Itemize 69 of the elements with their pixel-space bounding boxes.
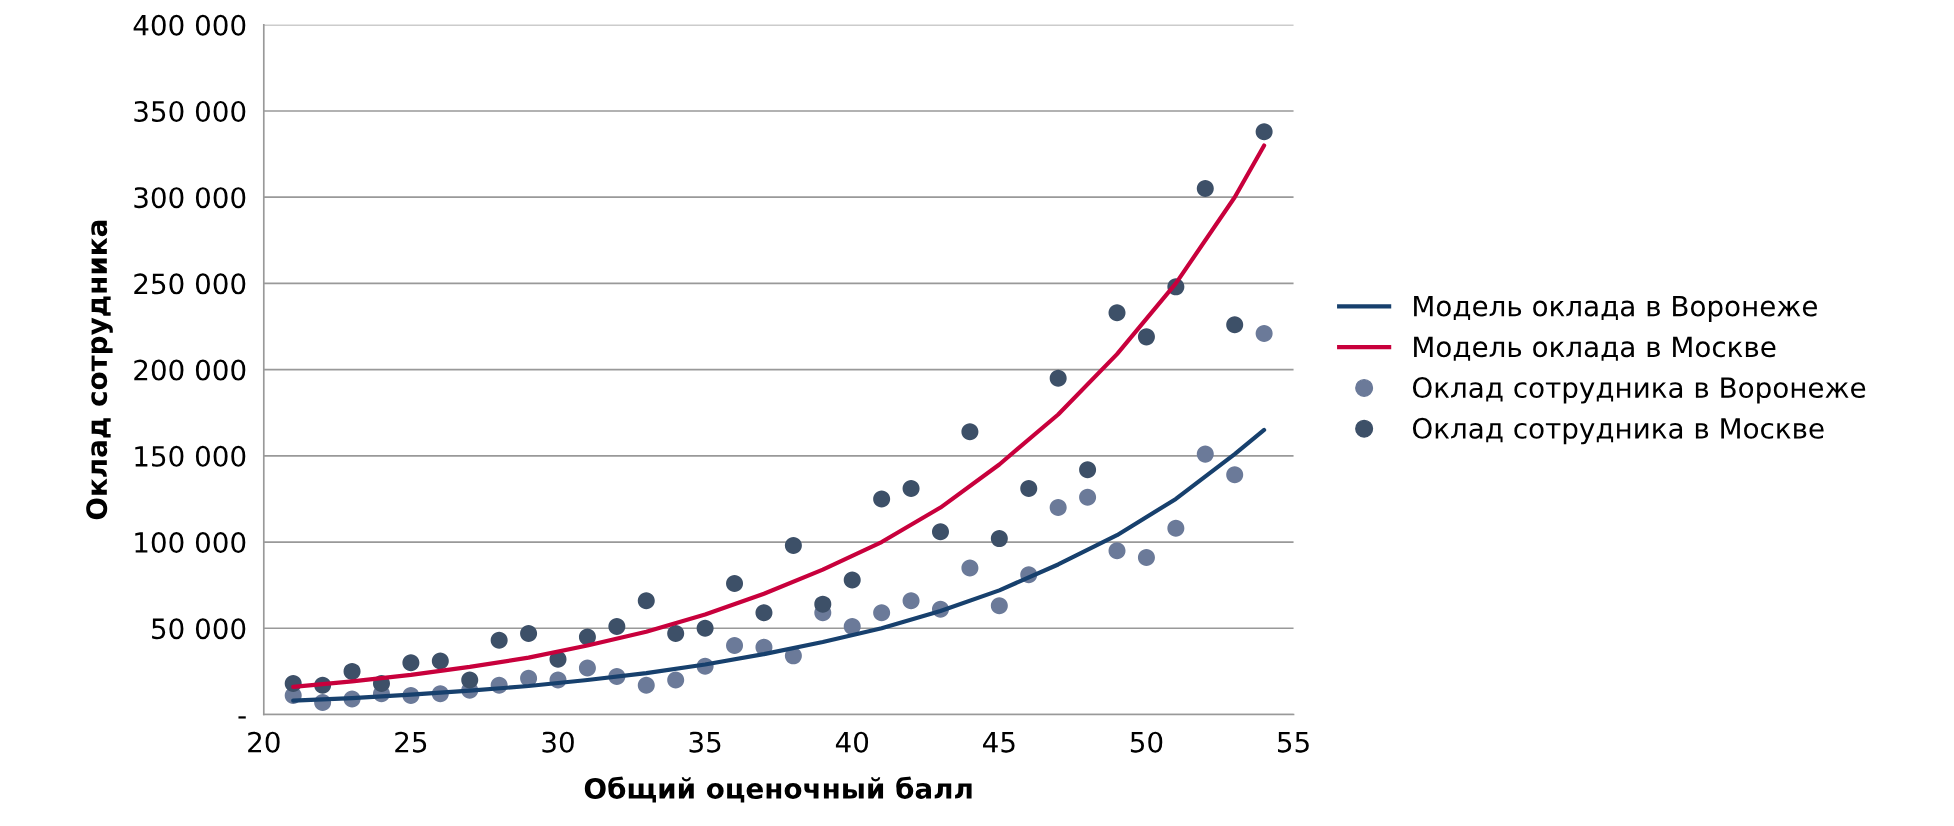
point	[1167, 519, 1185, 537]
point	[1108, 542, 1126, 560]
point	[520, 624, 538, 642]
point	[1108, 304, 1126, 322]
y-tick-label: 250 000	[134, 273, 246, 295]
point	[696, 619, 714, 637]
point	[1255, 123, 1273, 141]
y-tick-label: -	[238, 716, 246, 719]
y-axis-title: Оклад сотрудника	[86, 220, 113, 520]
point	[1226, 316, 1244, 334]
point	[990, 530, 1008, 548]
point	[1137, 328, 1155, 346]
point	[667, 671, 685, 689]
legend-label: Модель оклада в Воронеже	[1414, 295, 1817, 322]
point	[755, 604, 773, 622]
y-tick-label: 100 000	[135, 532, 246, 554]
legend-label: Модель оклада в Москве	[1414, 336, 1776, 361]
y-tick-label: 150 000	[135, 445, 246, 467]
point	[431, 652, 449, 670]
point	[990, 597, 1008, 615]
x-tick-label: 35	[689, 731, 721, 753]
point	[961, 423, 979, 441]
y-tick-label: 300 000	[134, 187, 246, 209]
point	[490, 631, 508, 649]
point	[1196, 180, 1214, 198]
x-tick-label: 30	[542, 731, 574, 753]
point	[931, 523, 949, 541]
x-axis-title: Общий оценочный балл	[584, 776, 972, 803]
point	[843, 618, 861, 636]
point	[873, 604, 891, 622]
point	[637, 592, 655, 610]
point	[1049, 369, 1067, 387]
x-tick-label: 55	[1278, 732, 1309, 753]
point	[608, 618, 626, 636]
point	[1020, 480, 1038, 498]
point	[637, 676, 655, 694]
point	[1137, 549, 1155, 567]
x-tick-label: 40	[835, 731, 869, 753]
y-tick-label: 400 000	[133, 14, 246, 36]
y-tick-label: 350 000	[134, 100, 246, 122]
point	[843, 571, 861, 589]
point	[902, 480, 920, 498]
point	[1255, 324, 1273, 342]
point	[961, 559, 979, 577]
x-tick-label: 45	[983, 732, 1015, 753]
point	[873, 490, 891, 508]
point	[1079, 461, 1097, 479]
point	[578, 659, 596, 677]
y-tick-label: 50 000	[152, 618, 246, 640]
legend-label: Оклад сотрудника в Москве	[1412, 417, 1824, 445]
point	[726, 637, 744, 655]
point	[726, 574, 744, 592]
point	[784, 537, 802, 555]
point	[461, 671, 479, 689]
point	[667, 624, 685, 642]
x-tick-label: 20	[248, 731, 280, 753]
x-tick-label: 25	[395, 731, 427, 753]
x-tick-label: 50	[1130, 731, 1163, 753]
point	[1079, 488, 1097, 506]
point	[578, 628, 596, 646]
point	[402, 654, 420, 672]
legend-label: Оклад сотрудника в Воронеже	[1412, 377, 1866, 404]
point	[1049, 499, 1067, 517]
point	[1226, 466, 1244, 484]
point	[814, 595, 832, 613]
point	[343, 662, 361, 680]
y-tick-label: 200 000	[134, 359, 246, 381]
point	[1196, 445, 1214, 463]
point	[902, 592, 920, 610]
